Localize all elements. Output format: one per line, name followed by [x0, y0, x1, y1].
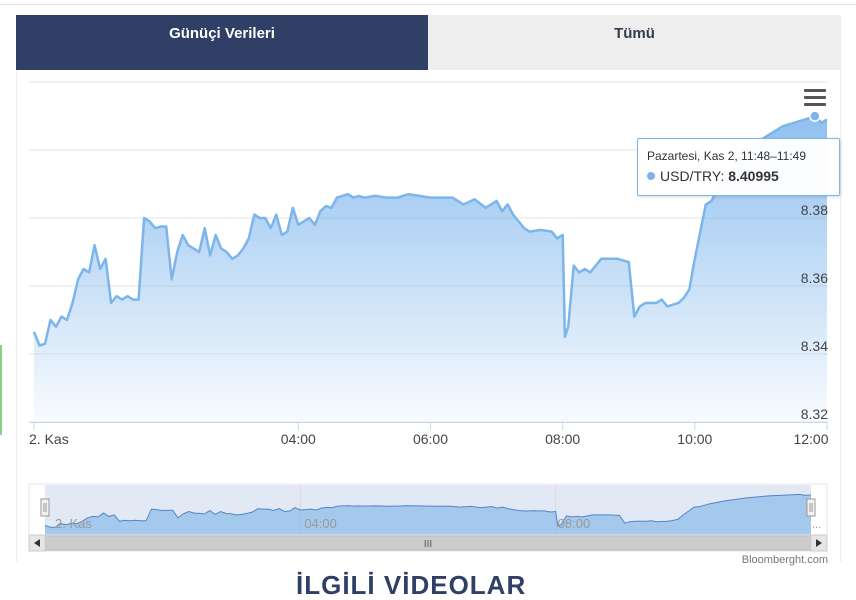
x-tick-label: 2. Kas — [29, 431, 69, 447]
series-dot-icon — [647, 172, 655, 180]
range-navigator[interactable]: 2. Kas 04:00 08:00 ... III — [0, 0, 856, 584]
y-tick-label: 8.34 — [801, 338, 828, 354]
tab-bar: Günüçi Verileri Tümü — [16, 15, 841, 70]
tooltip-row: USD/TRY: 8.40995 — [647, 168, 839, 184]
y-tick-label: 8.36 — [801, 270, 828, 286]
x-tick-label: 10:00 — [677, 431, 712, 447]
navigator-tick-label: 04:00 — [304, 516, 337, 531]
navigator-series-line — [44, 493, 812, 528]
tooltip-value: 8.40995 — [728, 168, 779, 184]
scroll-right-button[interactable] — [810, 534, 828, 552]
navigator-overflow-dots: ... — [812, 519, 821, 531]
scrollbar-grip: III — [424, 539, 432, 550]
tooltip-series-name: USD/TRY — [660, 168, 721, 184]
chart-menu-button[interactable] — [802, 87, 828, 109]
navigator-tick-label: 2. Kas — [55, 516, 92, 531]
navigator-handle-left[interactable] — [40, 498, 50, 517]
tooltip-time: Pazartesi, Kas 2, 11:48–11:49 — [647, 149, 806, 163]
tab-all[interactable]: Tümü — [428, 15, 841, 70]
x-tick-label: 06:00 — [413, 431, 448, 447]
x-tick-label: 08:00 — [545, 431, 580, 447]
tab-intraday[interactable]: Günüçi Verileri — [16, 15, 428, 70]
x-tick-label: 04:00 — [281, 431, 316, 447]
top-divider — [0, 4, 856, 5]
y-tick-label: 8.32 — [801, 406, 828, 422]
related-videos-heading: İLGİLİ VİDEOLAR — [296, 570, 527, 600]
chart-tooltip: Pazartesi, Kas 2, 11:48–11:49 USD/TRY: 8… — [637, 138, 840, 196]
chart-credit[interactable]: Bloomberght.com — [741, 554, 828, 566]
navigator-series-area — [45, 494, 811, 535]
x-tick-label: 12:00 — [793, 431, 828, 447]
series-area-usd-try — [34, 116, 827, 422]
hover-point-marker — [809, 110, 821, 122]
arrow-right-icon — [816, 539, 822, 547]
navigator-handle-right[interactable] — [806, 498, 816, 517]
page-edge-marker — [0, 345, 2, 435]
usd-try-area-chart[interactable]: 2. Kas 04:00 06:00 08:00 10:00 12:00 8.32 8.34 8… — [0, 0, 856, 584]
arrow-left-icon — [34, 539, 40, 547]
hamburger-icon — [802, 89, 828, 106]
scroll-left-button[interactable] — [28, 534, 46, 552]
y-tick-label: 8.38 — [801, 202, 828, 218]
navigator-tick-label: 08:00 — [558, 516, 591, 531]
series-line-usd-try[interactable] — [32, 114, 828, 347]
chart-frame — [16, 70, 841, 562]
